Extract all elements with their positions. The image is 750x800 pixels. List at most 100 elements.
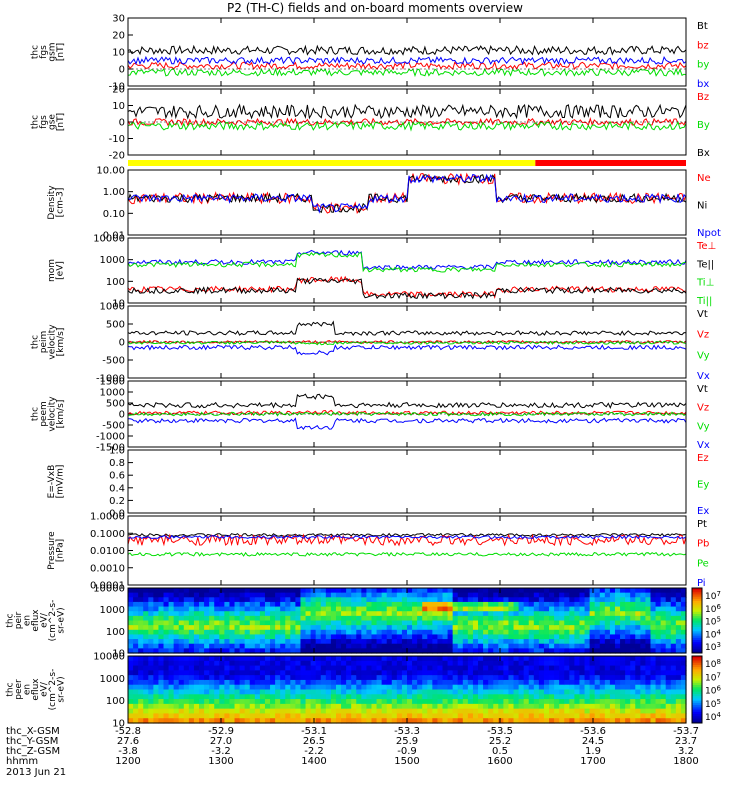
heatmap-cell	[229, 601, 236, 608]
heatmap-cell	[569, 718, 575, 724]
heatmap-cell	[214, 639, 220, 645]
heatmap-cell	[391, 665, 398, 671]
heatmap-cell	[193, 665, 200, 671]
heatmap-cell	[199, 620, 205, 626]
legend-density-2: Npot	[697, 228, 721, 239]
heatmap-cell	[452, 660, 459, 667]
heatmap-cell	[143, 703, 149, 710]
heatmap-cell	[412, 694, 418, 700]
ytick-peer-eflux-2: 100	[106, 696, 125, 707]
heatmap-cell	[371, 648, 378, 654]
heatmap-cell	[224, 660, 231, 667]
legend-temperature-2: Ti⊥	[696, 278, 714, 289]
heatmap-cell	[143, 713, 149, 719]
heatmap-cell	[680, 675, 687, 681]
heatmap-cell	[488, 665, 494, 671]
heatmap-cell	[193, 684, 200, 691]
heatmap-cell	[305, 708, 312, 715]
heatmap-cell	[219, 679, 225, 686]
heatmap-cell	[290, 703, 296, 710]
heatmap-cell	[483, 643, 489, 649]
heatmap-cell	[315, 656, 322, 662]
heatmap-cell	[361, 634, 368, 640]
heatmap-cell	[543, 660, 550, 667]
ytick-fgs-gse-2: 0	[119, 118, 125, 129]
heatmap-cell	[381, 648, 388, 654]
colorbar-step	[692, 624, 702, 628]
heatmap-cell	[153, 625, 160, 631]
heatmap-cell	[173, 634, 180, 640]
heatmap-cell	[412, 592, 418, 598]
heatmap-cell	[133, 694, 139, 700]
heatmap-cell	[376, 694, 383, 700]
heatmap-cell	[488, 643, 494, 649]
heatmap-cell	[275, 648, 281, 654]
heatmap-cell	[275, 713, 281, 719]
heatmap-cell	[503, 629, 510, 636]
heatmap-cell	[538, 639, 545, 645]
heatmap-cell	[660, 699, 667, 705]
heatmap-cell	[229, 615, 236, 622]
heatmap-cell	[549, 703, 555, 710]
heatmap-cell	[401, 689, 408, 695]
heatmap-cell	[645, 588, 652, 594]
heatmap-cell	[665, 675, 672, 681]
heatmap-cell	[523, 675, 530, 681]
heatmap-cell	[133, 611, 139, 617]
heatmap-cell	[351, 679, 357, 686]
heatmap-cell	[528, 670, 535, 676]
heatmap-cell	[579, 611, 586, 617]
heatmap-cell	[528, 639, 535, 645]
heatmap-cell	[589, 620, 596, 626]
heatmap-cell	[432, 684, 439, 691]
heatmap-cell	[472, 643, 479, 649]
heatmap-cell	[645, 703, 652, 710]
heatmap-cell	[214, 718, 220, 724]
heatmap-cell	[270, 675, 276, 681]
heatmap-cell	[442, 588, 449, 594]
heatmap-cell	[300, 708, 307, 715]
heatmap-cell	[432, 606, 439, 612]
heatmap-cell	[335, 611, 342, 617]
heatmap-cell	[391, 679, 398, 686]
heatmap-cell	[183, 620, 190, 626]
heatmap-cell	[128, 629, 134, 636]
heatmap-cell	[670, 611, 677, 617]
heatmap-cell	[538, 665, 545, 671]
heatmap-cell	[320, 629, 327, 636]
heatmap-cell	[199, 588, 205, 594]
heatmap-cell	[148, 660, 154, 667]
ylabel-fgs-gsm-3: [nT]	[56, 43, 66, 61]
heatmap-cell	[432, 588, 439, 594]
heatmap-cell	[467, 629, 474, 636]
heatmap-cell	[214, 606, 220, 612]
heatmap-cell	[219, 708, 225, 715]
heatmap-cell	[670, 703, 677, 710]
heatmap-cell	[183, 713, 190, 719]
heatmap-cell	[396, 643, 403, 649]
heatmap-cell	[569, 601, 575, 608]
heatmap-cell	[366, 656, 373, 662]
heatmap-cell	[452, 611, 459, 617]
heatmap-cell	[396, 656, 403, 662]
heatmap-cell	[346, 694, 352, 700]
heatmap-cell	[417, 703, 423, 710]
heatmap-cell	[640, 699, 647, 705]
heatmap-cell	[305, 656, 312, 662]
heatmap-cell	[609, 597, 616, 603]
heatmap-cell	[376, 718, 383, 724]
heatmap-cell	[153, 694, 160, 700]
heatmap-cell	[224, 679, 231, 686]
heatmap-cell	[234, 592, 241, 598]
colorbar-step	[692, 648, 702, 652]
heatmap-cell	[209, 703, 215, 710]
heatmap-cell	[351, 592, 357, 598]
heatmap-cell	[478, 684, 484, 691]
heatmap-cell	[478, 708, 484, 715]
heatmap-cell	[280, 689, 286, 695]
heatmap-cell	[483, 703, 489, 710]
heatmap-cell	[574, 625, 581, 631]
heatmap-cell	[173, 665, 180, 671]
heatmap-cell	[361, 699, 368, 705]
heatmap-cell	[630, 620, 636, 626]
